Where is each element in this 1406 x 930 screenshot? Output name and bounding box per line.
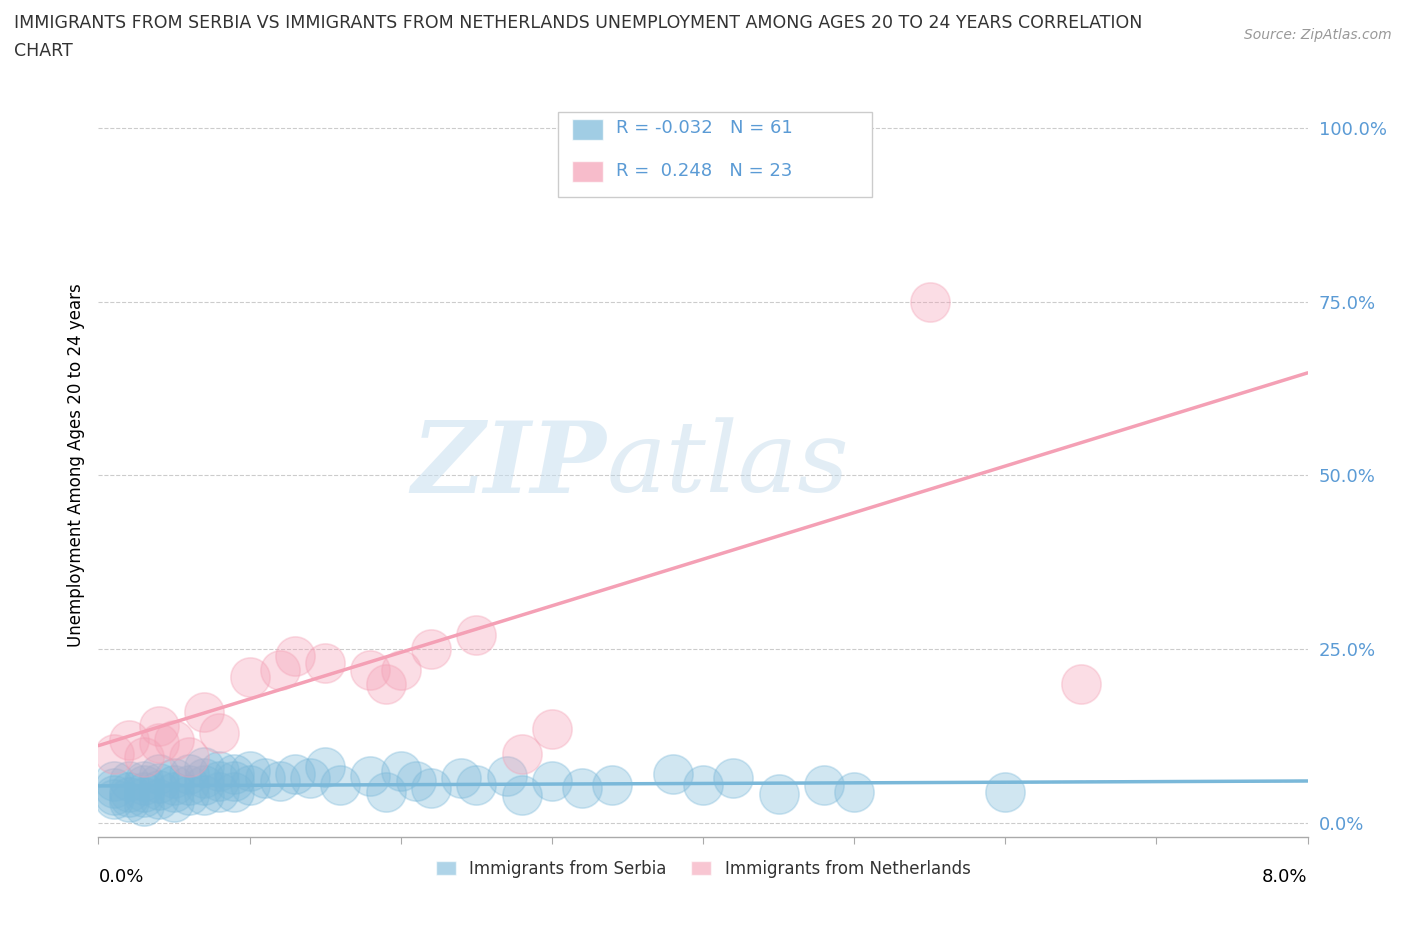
Point [571,781,593,796]
Point [118,790,141,804]
Point [540,722,562,737]
Text: 0.0%: 0.0% [98,869,143,886]
Point [208,764,231,778]
Point [450,770,472,785]
Point [602,777,624,792]
Point [813,777,835,792]
Text: Source: ZipAtlas.com: Source: ZipAtlas.com [1244,28,1392,42]
Point [510,788,533,803]
Point [389,764,412,778]
Point [148,791,170,806]
Point [193,704,215,719]
Text: ZIP: ZIP [412,417,606,513]
Point [692,777,714,792]
Point [193,788,215,803]
Point [224,774,246,789]
Point [571,155,593,170]
Point [103,781,125,796]
Point [918,294,941,309]
Point [179,788,201,803]
Legend: Immigrants from Serbia, Immigrants from Netherlands: Immigrants from Serbia, Immigrants from … [429,853,977,884]
Point [420,642,443,657]
Text: atlas: atlas [606,418,849,512]
Point [163,784,186,799]
Point [465,628,488,643]
Point [208,774,231,789]
Point [118,784,141,799]
Point [103,746,125,761]
Point [103,788,125,803]
Point [103,774,125,789]
Y-axis label: Unemployment Among Ages 20 to 24 years: Unemployment Among Ages 20 to 24 years [66,283,84,647]
Point [420,781,443,796]
Text: R =  0.248   N = 23: R = 0.248 N = 23 [616,162,793,180]
FancyBboxPatch shape [572,162,603,182]
Point [163,732,186,747]
Point [148,718,170,733]
Point [132,774,155,789]
Point [360,663,382,678]
Point [299,770,322,785]
Point [723,770,745,785]
Point [389,663,412,678]
Point [269,774,291,789]
Point [103,791,125,806]
Point [148,782,170,797]
Point [253,770,276,785]
Text: CHART: CHART [14,42,73,60]
Point [179,767,201,782]
Point [118,795,141,810]
Point [148,776,170,790]
Point [163,795,186,810]
Point [148,736,170,751]
Point [208,784,231,799]
Point [314,760,336,775]
Point [844,784,866,799]
Point [132,790,155,804]
Point [239,777,262,792]
Point [994,784,1017,799]
Text: IMMIGRANTS FROM SERBIA VS IMMIGRANTS FROM NETHERLANDS UNEMPLOYMENT AMONG AGES 20: IMMIGRANTS FROM SERBIA VS IMMIGRANTS FRO… [14,14,1143,32]
Point [661,767,683,782]
Point [179,750,201,764]
Point [768,787,790,802]
Point [269,663,291,678]
Point [239,670,262,684]
Point [284,649,307,664]
FancyBboxPatch shape [558,112,872,197]
Point [193,777,215,792]
Point [510,746,533,761]
Point [284,767,307,782]
Point [132,798,155,813]
Point [360,768,382,783]
Point [208,725,231,740]
Point [224,784,246,799]
Point [374,784,396,799]
Point [465,777,488,792]
Point [193,770,215,785]
Point [1070,677,1092,692]
Point [374,677,396,692]
Point [193,760,215,775]
Point [540,774,562,789]
Point [314,656,336,671]
Point [495,768,517,783]
Point [163,770,186,785]
Point [405,774,427,789]
Text: R = -0.032   N = 61: R = -0.032 N = 61 [616,119,793,137]
FancyBboxPatch shape [572,119,603,140]
Text: 8.0%: 8.0% [1263,869,1308,886]
Point [118,732,141,747]
Point [132,777,155,792]
Point [163,777,186,792]
Point [132,750,155,764]
Point [224,767,246,782]
Point [239,764,262,778]
Point [329,777,352,792]
Point [179,777,201,792]
Point [132,784,155,799]
Point [118,774,141,789]
Point [148,767,170,782]
